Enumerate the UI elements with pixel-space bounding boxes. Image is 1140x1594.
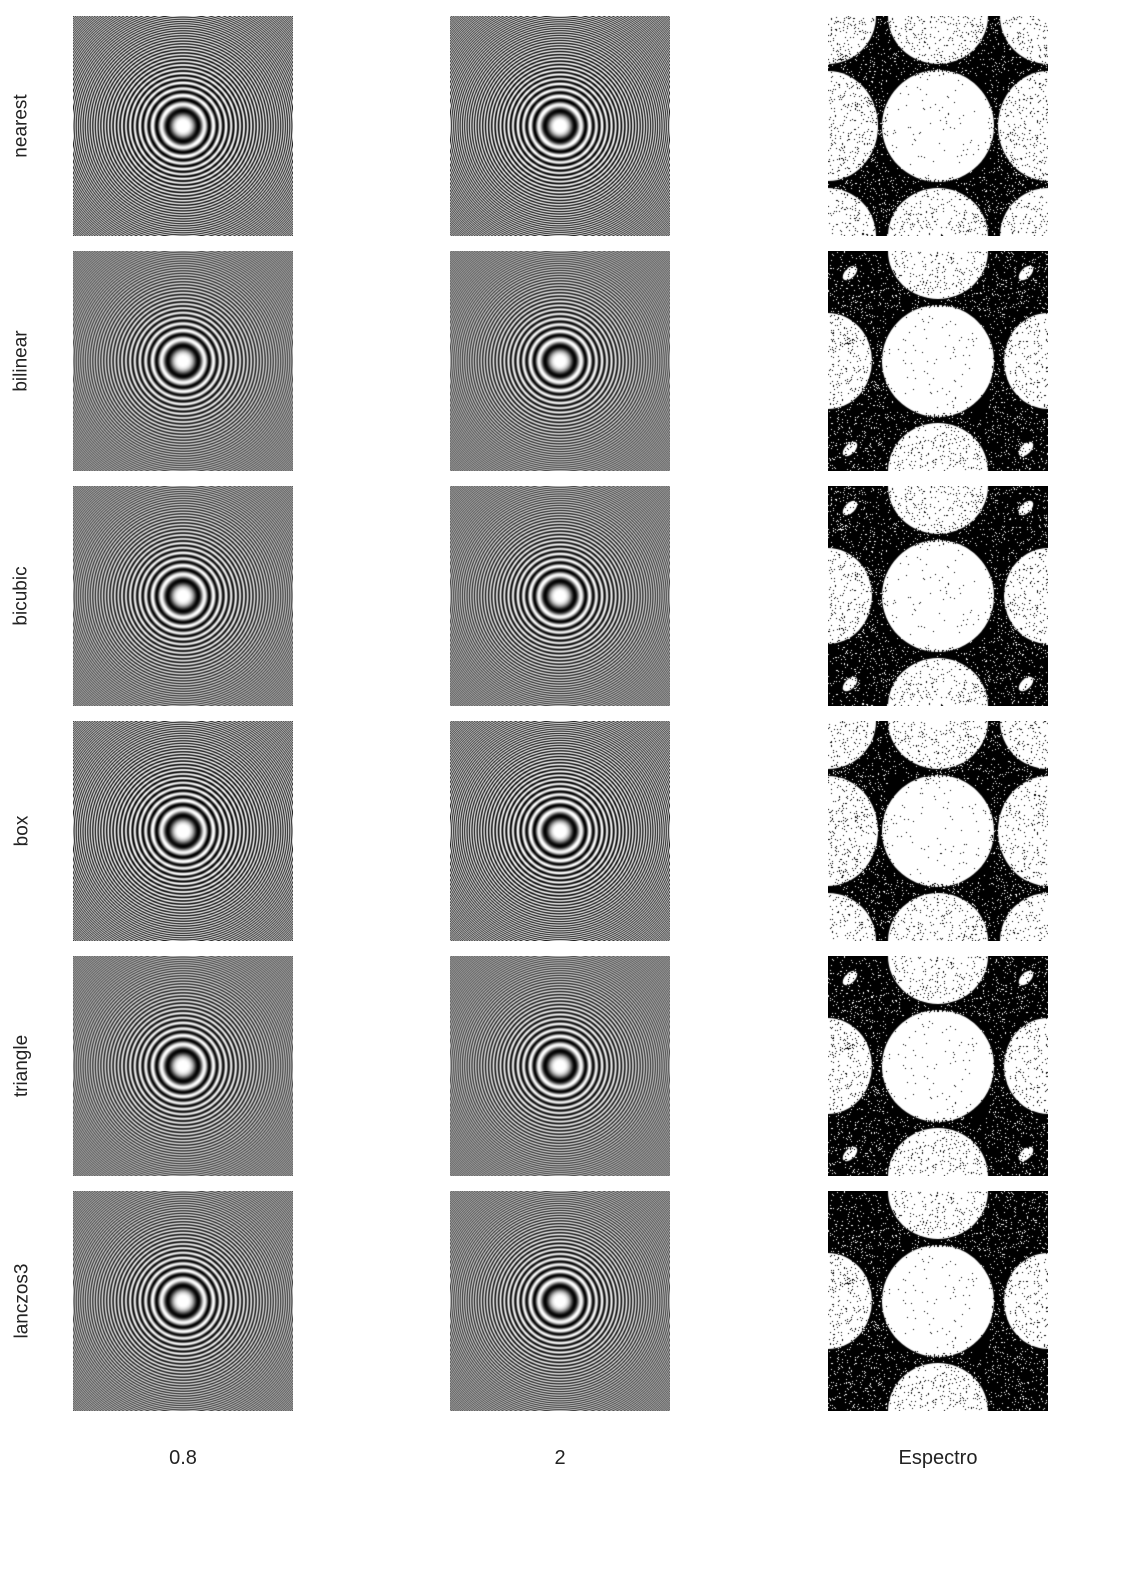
column-label-2: Espectro	[898, 1447, 978, 1469]
zone-plate-image-box-1	[450, 721, 670, 941]
row-label-bilinear: bilinear	[0, 251, 44, 471]
row-label-bicubic: bicubic	[0, 486, 44, 706]
row-label-lanczos3: lanczos3	[0, 1191, 44, 1411]
zone-plate-image-box-0	[73, 721, 293, 941]
row-label-text: nearest	[11, 94, 32, 158]
row-label-triangle: triangle	[0, 956, 44, 1176]
zone-plate-image-triangle-0	[73, 956, 293, 1176]
zone-plate-image-bicubic-0	[73, 486, 293, 706]
spectrum-image-lanczos3-2	[828, 1191, 1048, 1411]
spectrum-image-bilinear-2	[828, 251, 1048, 471]
row-label-text: lanczos3	[11, 1263, 32, 1339]
column-label-0: 0.8	[169, 1447, 197, 1469]
spectrum-image-nearest-2	[828, 16, 1048, 236]
row-label-box: box	[0, 721, 44, 941]
row-label-nearest: nearest	[0, 16, 44, 236]
zone-plate-image-triangle-1	[450, 956, 670, 1176]
row-label-text: triangle	[11, 1034, 33, 1098]
spectrum-image-box-2	[828, 721, 1048, 941]
zone-plate-image-lanczos3-0	[73, 1191, 293, 1411]
row-label-text: bicubic	[11, 566, 32, 626]
row-label-text: bilinear	[11, 330, 33, 392]
zone-plate-image-nearest-0	[73, 16, 293, 236]
spectrum-image-triangle-2	[828, 956, 1048, 1176]
zone-plate-image-nearest-1	[450, 16, 670, 236]
zone-plate-image-lanczos3-1	[450, 1191, 670, 1411]
row-label-text: box	[10, 815, 32, 847]
zone-plate-image-bicubic-1	[450, 486, 670, 706]
zone-plate-image-bilinear-1	[450, 251, 670, 471]
zone-plate-image-bilinear-0	[73, 251, 293, 471]
spectrum-image-bicubic-2	[828, 486, 1048, 706]
column-label-1: 2	[554, 1447, 566, 1469]
